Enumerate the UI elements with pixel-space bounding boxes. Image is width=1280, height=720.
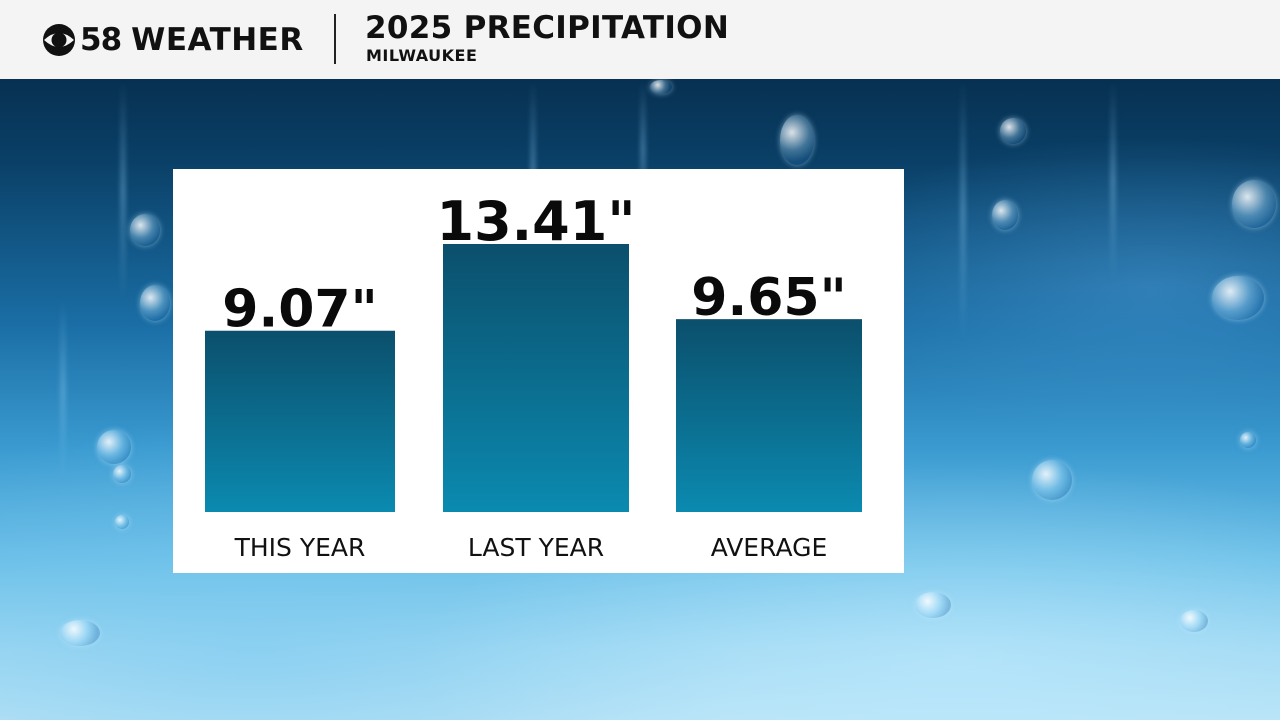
category-label: THIS YEAR: [234, 533, 366, 562]
logo-weather-word: WEATHER: [131, 22, 304, 58]
category-label: AVERAGE: [711, 533, 828, 562]
logo-channel-number: 58: [80, 22, 122, 58]
rain-drop: [1240, 432, 1256, 448]
bar-value-label: 9.07": [222, 280, 377, 340]
rain-drop: [1032, 460, 1072, 500]
bar-average: [676, 319, 862, 512]
rain-drop: [140, 285, 170, 321]
rain-drop: [650, 80, 672, 94]
bars-layer: 9.07" THIS YEAR 13.41" LAST YEAR 9.65" AVERAG…: [205, 190, 862, 562]
rain-drop: [780, 115, 814, 165]
rain-drop: [115, 515, 129, 529]
bar-this-year: [205, 330, 395, 512]
header-bar: 58 WEATHER 2025 PRECIPITATION MILWAUKEE: [0, 0, 1280, 79]
bar-last-year: [443, 244, 629, 512]
rain-drop: [992, 200, 1018, 230]
graphic-title: 2025 PRECIPITATION: [365, 10, 730, 46]
rain-drop: [97, 430, 131, 464]
rain-drop: [130, 214, 160, 246]
rain-drop: [1180, 610, 1208, 632]
rain-streak: [960, 80, 966, 340]
rain-streak: [1110, 80, 1116, 280]
bar-value-label: 13.41": [437, 190, 636, 253]
category-label: LAST YEAR: [468, 533, 604, 562]
rain-drop: [60, 620, 100, 646]
rain-streak: [120, 80, 126, 300]
bar-chart: 9.07" THIS YEAR 13.41" LAST YEAR 9.65" AVERAG…: [205, 190, 862, 562]
rain-streak: [640, 80, 646, 220]
rain-drop: [1000, 118, 1026, 144]
header-divider: [334, 14, 336, 64]
rain-drop: [915, 592, 951, 618]
graphic-subtitle: MILWAUKEE: [366, 46, 478, 65]
rain-drop: [1232, 180, 1276, 228]
cbs-eye-icon: [43, 24, 75, 56]
bar-value-label: 9.65": [691, 268, 846, 328]
rain-streak: [60, 300, 66, 480]
station-logo: 58 WEATHER: [42, 19, 304, 61]
rain-drop: [113, 465, 131, 483]
chart-panel: 9.07" THIS YEAR 13.41" LAST YEAR 9.65" AVERAG…: [173, 169, 904, 573]
rain-drop: [1212, 276, 1264, 320]
